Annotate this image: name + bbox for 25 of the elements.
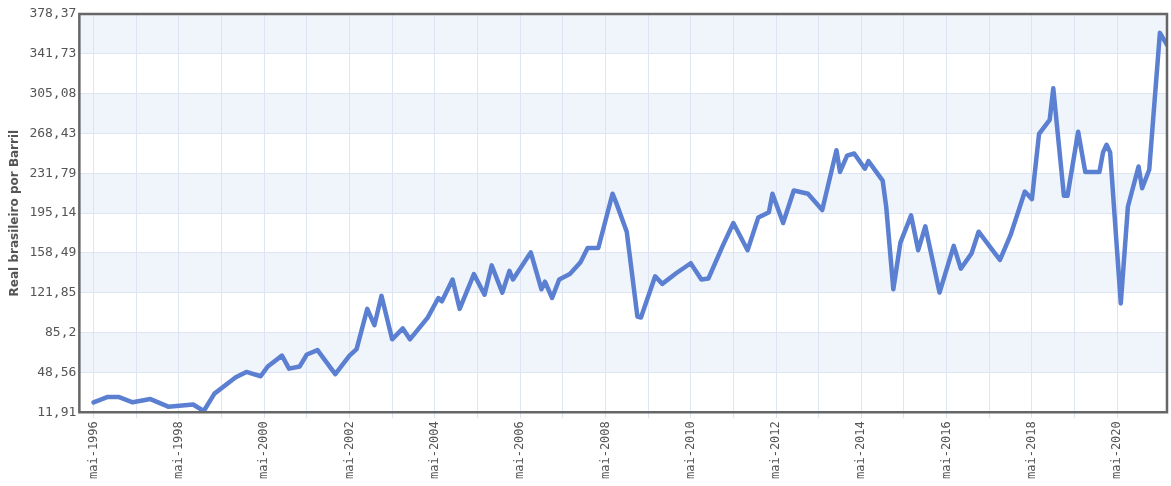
y-axis-title: Real brasileiro por Barril (7, 129, 22, 297)
y-tick-label: 341,73 (29, 45, 77, 61)
y-tick-label: 121,85 (29, 284, 77, 300)
x-tick-label: mai-2012 (768, 421, 783, 479)
x-tick-label: mai-2010 (682, 421, 697, 479)
y-tick-label: 378,37 (29, 5, 77, 21)
y-tick-label: 85,2 (45, 323, 77, 339)
x-tick-label: mai-2018 (1024, 421, 1039, 479)
x-tick-label: mai-2004 (426, 421, 441, 479)
x-tick-label: mai-2020 (1109, 421, 1124, 479)
y-tick-label: 195,14 (29, 204, 77, 220)
y-tick-label: 11,91 (37, 403, 77, 419)
x-tick-label: mai-2002 (341, 421, 356, 479)
y-tick-label: 231,79 (29, 164, 77, 180)
y-tick-label: 268,43 (29, 124, 77, 140)
x-tick-label: mai-1996 (85, 421, 100, 479)
x-tick-label: mai-2016 (938, 421, 953, 479)
x-tick-label: mai-2000 (256, 421, 271, 479)
y-tick-label: 48,56 (37, 363, 77, 379)
x-tick-label: mai-1998 (171, 421, 186, 479)
y-tick-label: 305,08 (29, 85, 77, 101)
x-tick-label: mai-2014 (853, 421, 868, 479)
x-tick-label: mai-2006 (512, 421, 527, 479)
x-tick-label: mai-2008 (597, 421, 612, 479)
y-tick-label: 158,49 (29, 244, 77, 260)
